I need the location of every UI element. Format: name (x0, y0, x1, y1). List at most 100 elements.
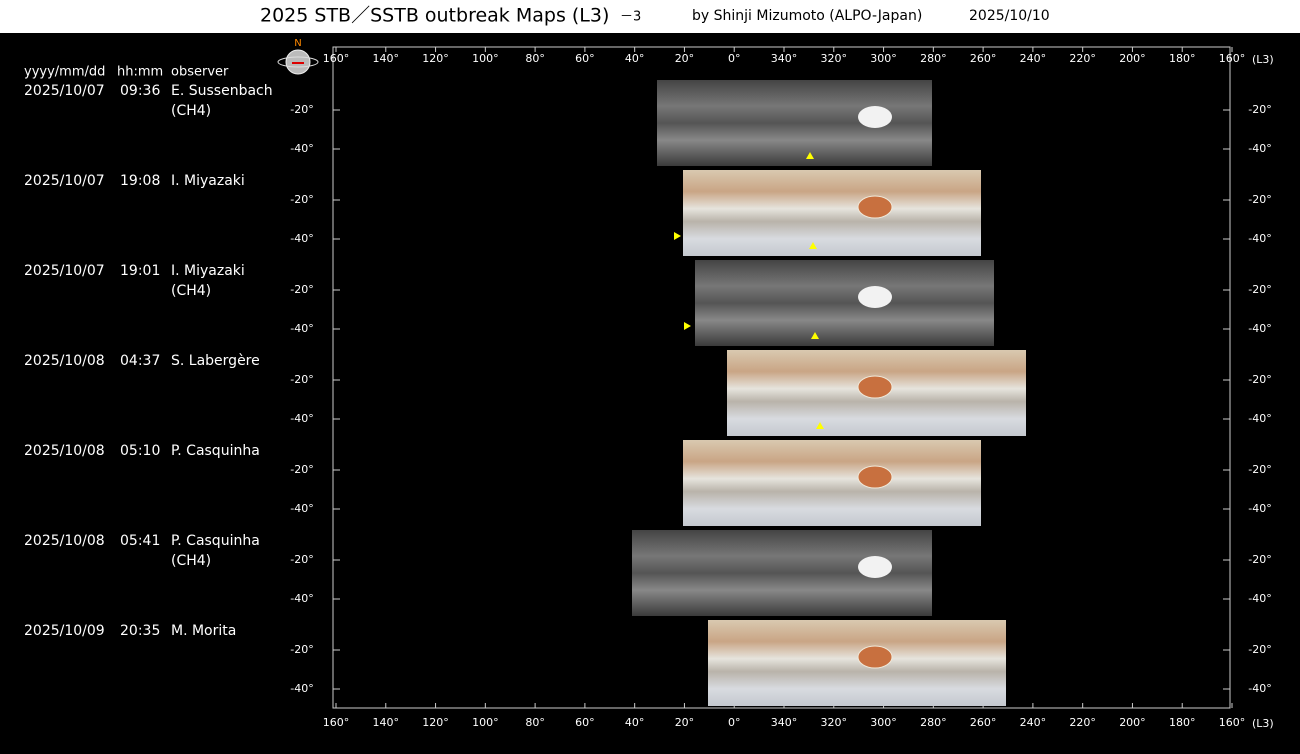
latitude-label: -20° (1248, 193, 1271, 206)
longitude-label: 320° (821, 52, 848, 65)
map-strip (683, 170, 981, 256)
longitude-label: 100° (472, 716, 499, 729)
longitude-label: 0° (728, 52, 741, 65)
latitude-label: -20° (1248, 283, 1271, 296)
longitude-label: 100° (472, 52, 499, 65)
latitude-label: -40° (1248, 592, 1271, 605)
longitude-label: 200° (1119, 52, 1146, 65)
red-spot (858, 286, 892, 308)
longitude-label: 200° (1119, 716, 1146, 729)
latitude-label: -20° (290, 103, 313, 116)
row-filter: (CH4) (171, 283, 211, 299)
compass-ring (277, 56, 319, 68)
longitude-label: 300° (870, 716, 897, 729)
row-observer: P. Casquinha (171, 533, 260, 549)
row-date: 2025/10/08 (24, 443, 105, 459)
longitude-label: 40° (625, 52, 645, 65)
latitude-label: -40° (1248, 142, 1271, 155)
latitude-label: -20° (1248, 373, 1271, 386)
longitude-label: 120° (422, 52, 449, 65)
row-date: 2025/10/09 (24, 623, 105, 639)
longitude-label: 120° (422, 716, 449, 729)
longitude-label: 20° (675, 52, 695, 65)
header: 2025 STB／SSTB outbreak Maps (L3) －3 by S… (260, 5, 1050, 27)
row-date: 2025/10/07 (24, 83, 105, 99)
marker (811, 332, 819, 339)
row-time: 09:36 (120, 83, 160, 99)
row-observer: M. Morita (171, 623, 236, 639)
latitude-label: -40° (290, 682, 313, 695)
longitude-label: 240° (1020, 716, 1047, 729)
latitude-label: -20° (290, 553, 313, 566)
row-date: 2025/10/08 (24, 533, 105, 549)
row-observer: I. Miyazaki (171, 263, 245, 279)
latitude-label: -40° (290, 412, 313, 425)
part: －3 (620, 10, 641, 25)
longitude-label: 140° (373, 52, 400, 65)
map-strip (708, 620, 1006, 706)
latitude-label: -20° (290, 193, 313, 206)
longitude-label: 340° (771, 716, 798, 729)
latitude-label: -20° (290, 283, 313, 296)
latitude-label: -20° (1248, 553, 1271, 566)
row-date: 2025/10/07 (24, 173, 105, 189)
marker (816, 422, 824, 429)
latitude-label: -40° (290, 322, 313, 335)
red-spot (857, 375, 893, 399)
latitude-label: -40° (1248, 682, 1271, 695)
red-spot (857, 195, 893, 219)
row-time: 20:35 (120, 623, 160, 639)
column-header: hh:mm (117, 65, 163, 80)
latitude-label: -40° (290, 502, 313, 515)
column-header: yyyy/mm/dd (24, 65, 105, 80)
latitude-label: -20° (1248, 103, 1271, 116)
red-spot (858, 106, 892, 128)
row-time: 05:10 (120, 443, 160, 459)
latitude-label: -40° (290, 592, 313, 605)
latitude-label: -20° (1248, 463, 1271, 476)
row-date: 2025/10/07 (24, 263, 105, 279)
row-time: 04:37 (120, 353, 160, 369)
latitude-label: -20° (1248, 643, 1271, 656)
longitude-label: 60° (575, 52, 595, 65)
longitude-label: 260° (970, 716, 997, 729)
date: 2025/10/10 (969, 8, 1050, 24)
latitude-label: -40° (1248, 232, 1271, 245)
row-filter: (CH4) (171, 103, 211, 119)
header-bar (0, 0, 1300, 33)
longitude-label: 260° (970, 52, 997, 65)
longitude-label: 20° (675, 716, 695, 729)
longitude-label: 140° (373, 716, 400, 729)
longitude-unit: (L3) (1252, 53, 1274, 66)
map-frame (332, 46, 1231, 709)
longitude-label: 180° (1169, 52, 1196, 65)
latitude-label: -20° (290, 373, 313, 386)
row-time: 05:41 (120, 533, 160, 549)
marker (806, 152, 814, 159)
longitude-label: 40° (625, 716, 645, 729)
longitude-label: 180° (1169, 716, 1196, 729)
maps: 160° 160° 140° 140° 120° 120° 100° 100° 80° 80° 60… (24, 47, 1274, 730)
longitude-label: 220° (1069, 52, 1096, 65)
red-spot (858, 556, 892, 578)
longitude-label: 300° (870, 52, 897, 65)
longitude-label: 0° (728, 716, 741, 729)
map-strip (683, 440, 981, 526)
red-spot (857, 465, 893, 489)
longitude-label: 280° (920, 52, 947, 65)
longitude-label: 220° (1069, 716, 1096, 729)
marker (809, 242, 817, 249)
column-header: observer (171, 65, 229, 80)
map-strip (695, 260, 994, 346)
latitude-label: -40° (1248, 322, 1271, 335)
row-filter: (CH4) (171, 553, 211, 569)
longitude-label: 340° (771, 52, 798, 65)
latitude-label: -40° (1248, 502, 1271, 515)
author: by Shinji Mizumoto (ALPO-Japan) (692, 8, 922, 24)
map-strip (657, 80, 932, 166)
longitude-label: 280° (920, 716, 947, 729)
latitude-label: -40° (1248, 412, 1271, 425)
compass-label: N (294, 38, 301, 49)
